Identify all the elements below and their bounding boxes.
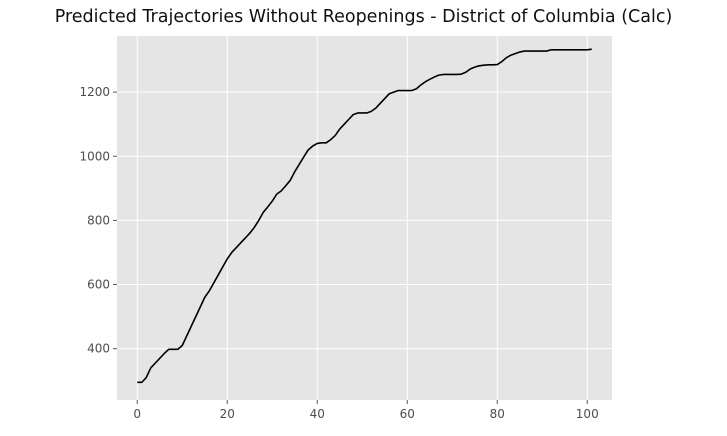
x-tick-label: 100	[576, 407, 599, 421]
chart-title: Predicted Trajectories Without Reopening…	[54, 7, 673, 27]
y-tick-label: 800	[87, 213, 110, 227]
x-tick-label: 0	[133, 407, 141, 421]
y-tick-label: 1000	[79, 149, 110, 163]
x-tick-label: 60	[400, 407, 415, 421]
series-line	[137, 48, 592, 384]
series-layer	[137, 48, 592, 384]
plot-area	[117, 36, 612, 400]
x-tick-label: 80	[490, 407, 505, 421]
x-tick-label: 40	[310, 407, 325, 421]
y-tick-label: 400	[87, 342, 110, 356]
y-tick-label: 1200	[79, 85, 110, 99]
y-tick-label: 600	[87, 278, 110, 292]
grid-lines	[117, 36, 612, 400]
tick-layer: 0 20 40 60 80 100 400 600 800 1000 1200	[79, 85, 598, 421]
x-tick-label: 20	[220, 407, 235, 421]
